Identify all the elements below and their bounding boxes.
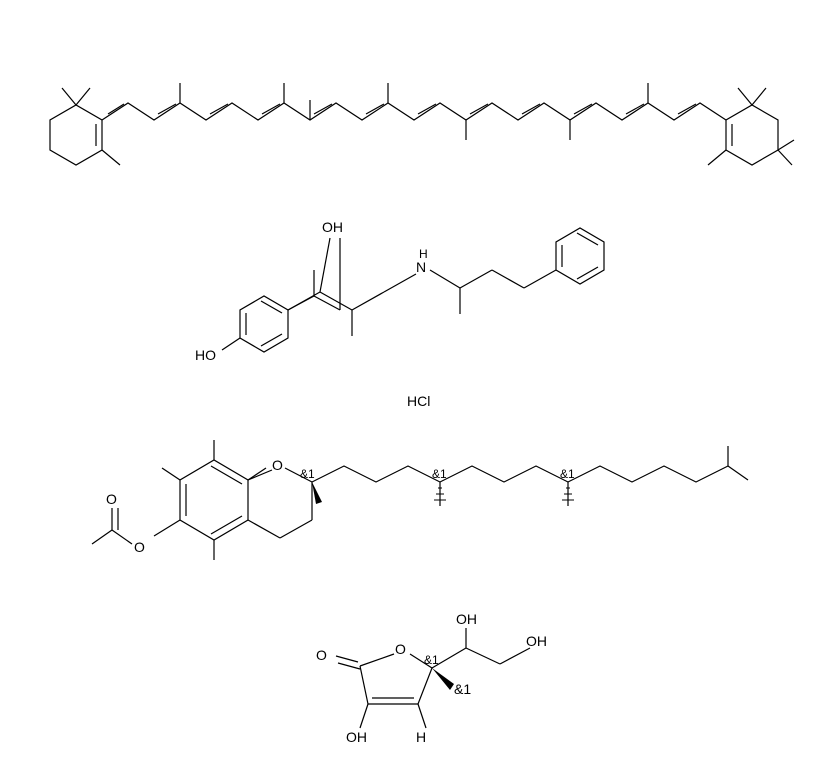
label-OH-b: OH <box>526 633 547 649</box>
label-O-ring: O <box>272 457 283 473</box>
label-OH-1: OH <box>322 219 343 235</box>
label-N: N <box>416 259 426 275</box>
label-stereo-2: &1 <box>432 467 447 481</box>
buphenine-redraw: OH N H <box>288 219 604 336</box>
label-HCl: HCl <box>407 393 430 409</box>
label-HO: HO <box>195 347 216 363</box>
label-O-carbonyl: O <box>316 647 327 663</box>
label-H-st: &1 <box>454 681 471 697</box>
buphenine: HO <box>195 238 340 363</box>
chemical-structure-diagram: HO OH N H HCl O <box>0 0 837 759</box>
label-O-est1: O <box>134 539 145 555</box>
beta-carotene <box>50 83 794 165</box>
tocopheryl-acetate: O &1 O O &1 &1 <box>92 440 748 560</box>
label-OH-c: OH <box>346 729 367 745</box>
label-stereo-1: &1 <box>300 467 315 481</box>
label-OH-d: H <box>416 729 426 745</box>
label-O-est2: O <box>106 491 117 507</box>
label-O-lactone: O <box>395 641 406 657</box>
label-OH-a: OH <box>456 611 477 627</box>
label-NH: H <box>419 247 428 261</box>
label-stereo-3: &1 <box>560 467 575 481</box>
ascorbic-acid: O O OH H &1 &1 OH OH <box>316 611 547 745</box>
